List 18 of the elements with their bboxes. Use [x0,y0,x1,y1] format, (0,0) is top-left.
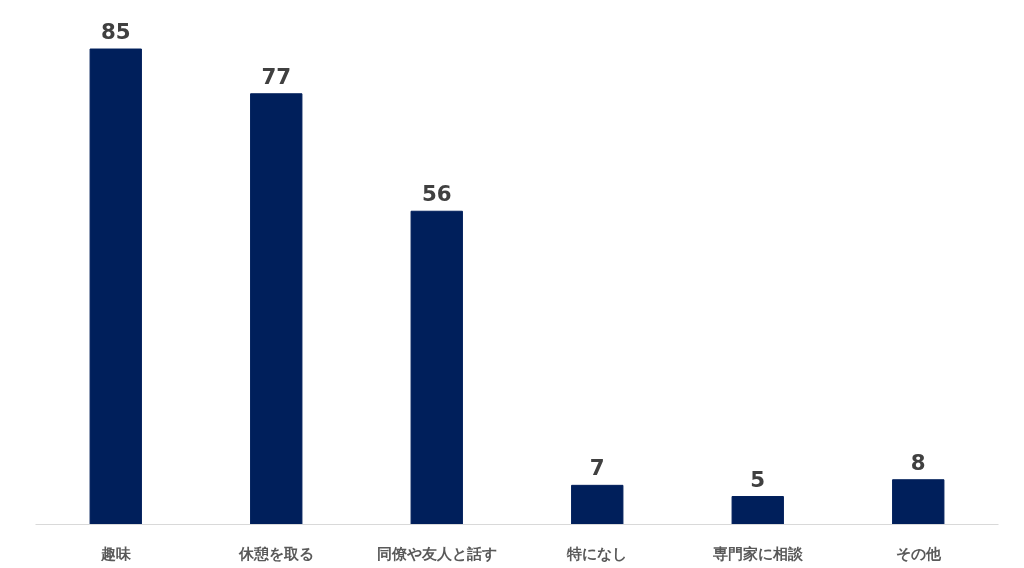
bar [250,93,303,525]
bar [89,48,142,525]
data-label: 7 [589,455,605,481]
x-tick-label: 休憩を取る [237,544,314,562]
x-tick-label: 専門家に相談 [711,544,804,562]
x-tick-label: その他 [895,544,942,562]
x-tick-label: 同僚や友人と話す [376,544,497,563]
bar [410,210,463,525]
data-label: 5 [750,466,766,492]
data-label: 85 [100,19,131,45]
bar [571,484,624,525]
x-tick-label: 特になし [566,544,628,562]
x-tick-label: 趣味 [99,544,132,562]
data-label: 77 [261,63,292,89]
data-label: 56 [421,181,452,207]
data-label: 8 [910,449,926,475]
bar [731,496,784,525]
bar [892,479,945,525]
